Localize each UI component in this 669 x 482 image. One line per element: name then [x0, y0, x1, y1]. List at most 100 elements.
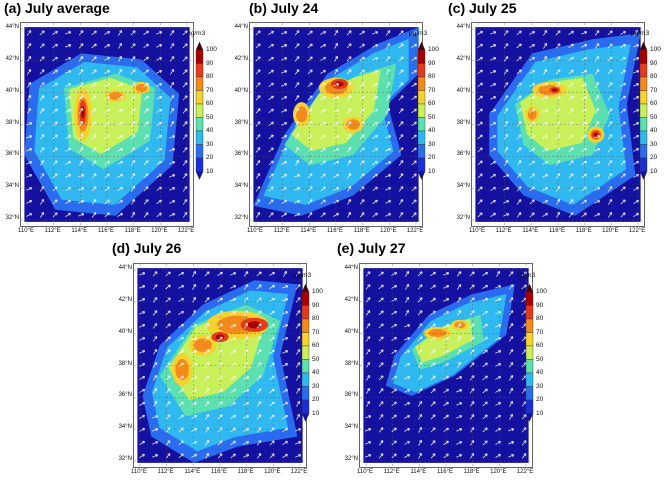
wind-arrow: [320, 121, 326, 127]
wind-arrow: [490, 147, 496, 152]
wind-arrow: [405, 310, 410, 316]
wind-arrow: [411, 43, 417, 48]
colorbar-segment: [417, 103, 426, 118]
wind-arrow: [495, 336, 502, 341]
wind-arrow: [490, 69, 497, 74]
wind-arrow: [52, 82, 58, 88]
wind-arrow: [529, 108, 535, 113]
wind-arrow: [165, 375, 171, 381]
wind-arrow: [490, 95, 497, 100]
colorbar-tick-label: 10: [650, 167, 658, 175]
wind-arrow: [257, 453, 262, 459]
wind-arrow: [504, 108, 509, 114]
wind-arrow: [568, 160, 574, 166]
colorbar-segment: [301, 359, 310, 374]
wind-arrow: [217, 271, 223, 277]
wind-arrow: [156, 43, 163, 48]
wind-arrow: [482, 297, 488, 302]
wind-arrow: [139, 401, 145, 406]
wind-arrow: [205, 414, 210, 420]
wind-arrow: [117, 147, 124, 152]
wind-arrow: [26, 212, 32, 217]
wind-arrow: [282, 349, 289, 354]
wind-arrow: [152, 297, 158, 303]
wind-arrow: [65, 212, 71, 218]
wind-arrow: [268, 82, 274, 88]
colorbar-tick-label: 30: [650, 140, 658, 148]
wind-arrow: [204, 284, 210, 290]
wind-arrow: [482, 427, 488, 433]
wind-arrow: [117, 121, 124, 126]
wind-arrow: [91, 186, 97, 192]
colorbar: [301, 284, 310, 422]
wind-arrow: [620, 147, 626, 153]
wind-arrow: [139, 427, 145, 432]
wind-arrow: [244, 362, 249, 368]
colorbar-tick-label: 10: [428, 167, 436, 175]
wind-arrow: [581, 147, 587, 152]
wind-arrow: [581, 212, 587, 218]
wind-arrow: [192, 310, 197, 316]
wind-arrow: [516, 186, 522, 192]
wind-arrow: [295, 297, 301, 303]
wind-arrow: [281, 121, 287, 126]
colorbar-segment: [195, 63, 204, 78]
wind-arrow: [269, 297, 275, 302]
wind-arrow: [143, 82, 149, 88]
colorbar: [417, 42, 426, 180]
wind-arrow: [482, 362, 488, 368]
wind-arrow: [39, 30, 45, 36]
wind-arrow: [620, 43, 626, 48]
wind-arrow: [543, 43, 548, 49]
wind-arrow: [139, 336, 146, 341]
wind-arrow: [366, 375, 371, 381]
wind-arrow: [204, 388, 210, 394]
wind-arrow: [65, 147, 71, 152]
wind-arrow: [152, 414, 159, 419]
wind-arrow: [39, 186, 45, 192]
wind-arrow: [139, 310, 146, 315]
wind-arrow: [568, 95, 574, 101]
wind-arrow: [417, 284, 423, 290]
wind-arrow: [143, 199, 149, 205]
wind-arrow: [359, 160, 365, 166]
lat-tick-label: 44°N: [234, 24, 248, 30]
wind-arrow: [269, 440, 275, 446]
wind-arrow: [568, 56, 574, 62]
lon-tick-label: 114°E: [410, 469, 427, 475]
wind-arrow: [307, 82, 313, 88]
wind-arrow: [443, 427, 449, 433]
wind-arrow: [482, 349, 488, 355]
wind-arrow: [243, 284, 249, 290]
wind-arrow: [482, 375, 488, 381]
wind-arrow: [508, 427, 515, 432]
wind-arrow: [165, 362, 171, 368]
wind-arrow: [346, 108, 352, 114]
wind-arrow: [620, 186, 626, 192]
wind-arrow: [385, 160, 392, 165]
wind-arrow: [490, 43, 497, 48]
wind-arrow: [205, 440, 210, 446]
wind-arrow: [78, 212, 85, 217]
wind-arrow: [255, 82, 261, 88]
wind-arrow: [346, 56, 352, 62]
colorbar-segment: [639, 117, 648, 132]
wind-arrow: [359, 69, 365, 75]
wind-arrow: [620, 108, 626, 114]
colorbar-max-arrow: [525, 284, 534, 293]
wind-arrow: [509, 401, 514, 407]
wind-arrow: [139, 362, 145, 367]
colorbar-segment: [525, 399, 534, 414]
wind-arrow: [391, 349, 397, 354]
wind-arrow: [79, 121, 84, 127]
wind-arrow: [443, 414, 449, 420]
wind-arrow: [182, 121, 188, 127]
colorbar-segment: [195, 144, 204, 159]
wind-arrow: [469, 414, 475, 420]
wind-arrow: [378, 310, 384, 316]
wind-arrow: [217, 375, 223, 381]
wind-arrow: [39, 173, 45, 179]
colorbar-segment: [525, 318, 534, 333]
wind-arrow: [153, 362, 158, 368]
wind-arrow: [27, 69, 32, 75]
